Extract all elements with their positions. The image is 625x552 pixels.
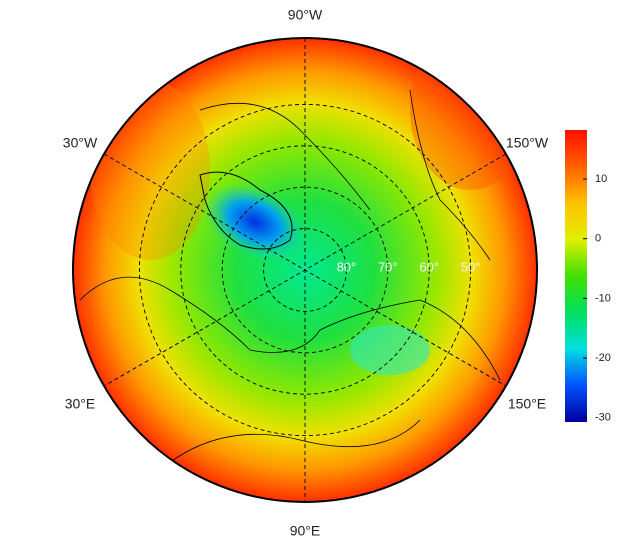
colorbar: 10 0 -10 -20 -30 bbox=[565, 130, 611, 424]
latitude-label: 70° bbox=[378, 259, 398, 274]
graticule bbox=[103, 38, 507, 502]
colorbar-tick-label: -10 bbox=[595, 292, 611, 304]
meridian-label: 30°W bbox=[63, 135, 98, 151]
meridian-label: 150°E bbox=[508, 396, 546, 412]
latitude-label: 60° bbox=[419, 259, 439, 274]
latitude-circle bbox=[138, 103, 472, 437]
latitude-label: 50° bbox=[461, 259, 481, 274]
latitude-circle bbox=[221, 186, 389, 354]
colorbar-tick-label: 0 bbox=[595, 233, 601, 245]
colorbar-tick-label: -30 bbox=[595, 412, 611, 424]
meridian-label: 150°W bbox=[506, 135, 549, 151]
meridian-label: 90°W bbox=[288, 7, 323, 23]
colorbar-tick-label: 10 bbox=[595, 173, 607, 185]
colorbar-ramp bbox=[565, 130, 587, 422]
latitude-label: 80° bbox=[337, 259, 357, 274]
latitude-circle bbox=[263, 228, 347, 312]
meridian-label: 30°E bbox=[65, 396, 96, 412]
map-border bbox=[72, 37, 538, 503]
latitude-circle bbox=[180, 145, 430, 395]
colorbar-tick-label: -20 bbox=[595, 352, 611, 364]
meridian-label: 90°E bbox=[290, 523, 321, 539]
